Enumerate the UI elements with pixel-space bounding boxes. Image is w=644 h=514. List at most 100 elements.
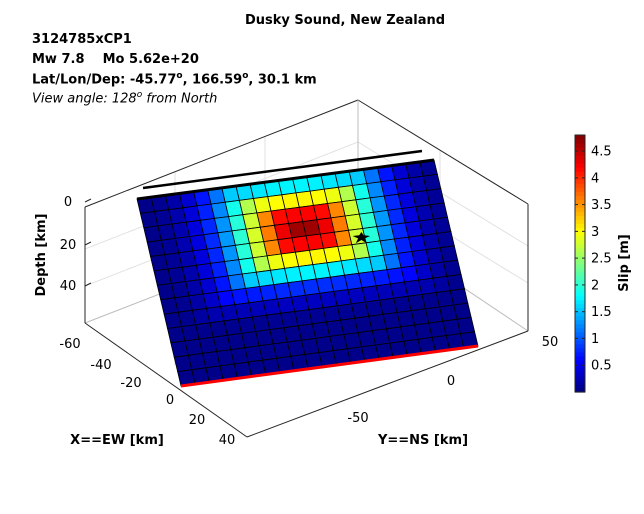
x-tick-label: -60 bbox=[59, 337, 80, 352]
fault-cell bbox=[432, 216, 452, 234]
colorbar-swatch bbox=[575, 251, 585, 257]
x-tick-label: -20 bbox=[120, 376, 141, 391]
z-tick-mark bbox=[84, 282, 92, 287]
colorbar-swatch bbox=[575, 147, 585, 152]
z-tick-mark bbox=[84, 241, 92, 246]
colorbar-swatch bbox=[575, 291, 585, 297]
colorbar-swatch bbox=[575, 343, 585, 349]
depth-value: 30.1 km bbox=[257, 72, 317, 88]
colorbar-swatch bbox=[575, 299, 585, 305]
axis-edge bbox=[246, 330, 529, 438]
colorbar-swatch bbox=[575, 223, 585, 228]
colorbar-swatch bbox=[575, 283, 585, 289]
colorbar-swatch bbox=[575, 163, 585, 168]
colorbar-swatch bbox=[575, 219, 585, 224]
fault-bottom-edge bbox=[180, 344, 479, 388]
colorbar-swatch bbox=[575, 235, 585, 241]
fault-plane bbox=[136, 149, 479, 388]
colorbar-swatch bbox=[575, 191, 585, 196]
fault-cell bbox=[439, 245, 459, 263]
colorbar-tick-label: 0.5 bbox=[591, 359, 612, 374]
colorbar-swatch bbox=[575, 199, 585, 204]
colorbar-swatch bbox=[575, 351, 585, 357]
colorbar-swatch bbox=[575, 383, 585, 389]
fault-cell bbox=[429, 202, 448, 220]
z-tick-label: 20 bbox=[60, 238, 77, 253]
x-tick-label: 0 bbox=[166, 393, 174, 408]
colorbar-swatch bbox=[575, 363, 585, 369]
axis-ticks: 0 20 40 -60 -40 -20 0 20 40 -50 0 50 Depth [km] X==EW… bbox=[34, 195, 558, 448]
fault-cell bbox=[443, 259, 462, 277]
view-angle-line: View angle: 128o from North bbox=[32, 90, 217, 106]
colorbar-swatch bbox=[575, 187, 585, 192]
colorbar-swatch bbox=[575, 271, 585, 277]
chart-title: Dusky Sound, New Zealand bbox=[245, 13, 446, 28]
colorbar-swatch bbox=[575, 347, 585, 353]
axis-edge bbox=[84, 322, 248, 438]
colorbar-swatch bbox=[575, 263, 585, 269]
colorbar-swatch bbox=[575, 331, 585, 337]
colorbar-swatch bbox=[575, 143, 585, 148]
colorbar-swatch bbox=[575, 315, 585, 321]
fault-cell bbox=[422, 173, 442, 191]
colorbar-swatch bbox=[575, 179, 585, 184]
colorbar-swatch bbox=[575, 255, 585, 261]
fault-cell bbox=[426, 188, 445, 206]
fault-top-edge bbox=[136, 158, 435, 201]
location-line: Lat/Lon/Dep: -45.77o, 166.59o, 30.1 km bbox=[32, 71, 317, 88]
colorbar-swatch bbox=[575, 387, 585, 393]
colorbar-swatch bbox=[575, 319, 585, 325]
colorbar-swatch bbox=[575, 135, 585, 140]
colorbar-tick-label: 4 bbox=[591, 171, 599, 186]
colorbar-swatch bbox=[575, 355, 585, 361]
colorbar-swatch bbox=[575, 267, 585, 273]
location-prefix: Lat/Lon/Dep: bbox=[32, 72, 130, 88]
hypocenter-star bbox=[352, 232, 371, 244]
z-tick-label: 40 bbox=[60, 279, 77, 294]
y-tick-label: -50 bbox=[347, 411, 368, 426]
colorbar-swatch bbox=[575, 311, 585, 317]
colorbar-swatch bbox=[575, 323, 585, 329]
colorbar-swatch bbox=[575, 279, 585, 285]
colorbar-tick-label: 2.5 bbox=[591, 252, 612, 267]
colorbar-tick-label: 2 bbox=[591, 278, 599, 293]
colorbar-swatch bbox=[575, 327, 585, 333]
fault-cell bbox=[456, 316, 476, 335]
y-tick-label: 50 bbox=[542, 335, 559, 350]
z-tick-label: 0 bbox=[64, 195, 72, 210]
seismic-moment: Mo 5.62e+20 bbox=[102, 52, 199, 67]
degree-symbol: o bbox=[176, 71, 183, 81]
colorbar-swatch bbox=[575, 247, 585, 253]
event-id: 3124785xCP1 bbox=[32, 32, 132, 47]
view-angle: 128 bbox=[111, 91, 137, 107]
colorbar-swatch bbox=[575, 335, 585, 341]
colorbar-swatch bbox=[575, 167, 585, 172]
grid-line bbox=[357, 141, 529, 247]
colorbar-label: Slip [m] bbox=[617, 234, 632, 292]
colorbar-swatch bbox=[575, 203, 585, 208]
colorbar-swatch bbox=[575, 339, 585, 345]
colorbar-swatch bbox=[575, 195, 585, 200]
colorbar-swatch bbox=[575, 379, 585, 385]
x-axis-label: X==EW [km] bbox=[70, 433, 164, 448]
x-tick-label: -40 bbox=[90, 358, 111, 373]
colorbar-tick-label: 1.5 bbox=[591, 305, 612, 320]
colorbar-swatch bbox=[575, 139, 585, 144]
colorbar-swatch bbox=[575, 359, 585, 365]
fault-cell bbox=[436, 231, 455, 249]
colorbar-swatch bbox=[575, 211, 585, 216]
colorbar: 0.5 1 1.5 2 2.5 3 3.5 4 4.5 Slip [m] bbox=[574, 134, 632, 393]
fault-cell bbox=[453, 302, 472, 320]
colorbar-swatch bbox=[575, 275, 585, 281]
colorbar-swatch bbox=[575, 159, 585, 164]
colorbar-frame bbox=[574, 134, 586, 393]
colorbar-swatch bbox=[575, 287, 585, 293]
colorbar-swatch bbox=[575, 155, 585, 160]
fault-cell bbox=[449, 288, 469, 306]
latitude: -45.77 bbox=[129, 72, 177, 88]
longitude: 166.59 bbox=[192, 72, 243, 88]
magnitude-line: Mw 7.8 Mo 5.62e+20 bbox=[32, 52, 199, 67]
colorbar-swatch bbox=[575, 215, 585, 220]
degree-symbol: o bbox=[242, 71, 249, 81]
